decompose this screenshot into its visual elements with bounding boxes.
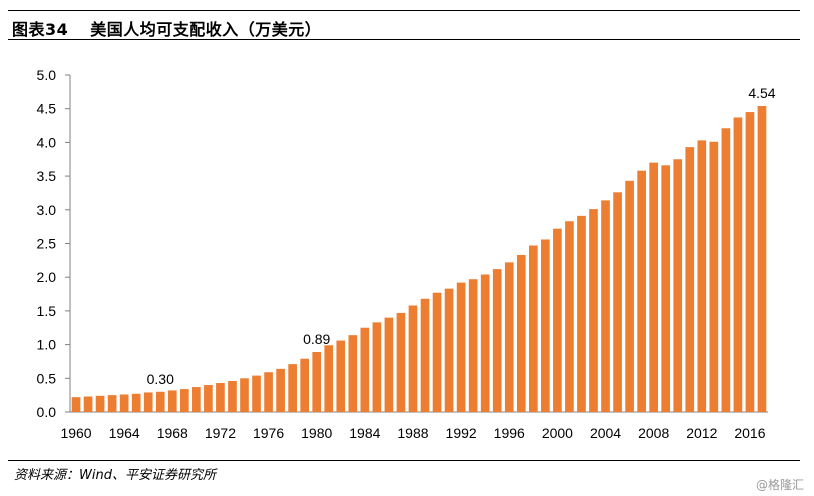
bar-1965 xyxy=(131,393,141,412)
bar-2002 xyxy=(577,215,586,412)
bar-2010 xyxy=(673,159,683,412)
x-tick-label: 1960 xyxy=(60,425,91,441)
y-tick-label: 1.5 xyxy=(37,303,57,319)
bar-1971 xyxy=(204,385,213,412)
bar-1993 xyxy=(468,279,478,412)
bar-1969 xyxy=(180,389,189,412)
bar-1996 xyxy=(504,262,514,412)
bar-2013 xyxy=(709,141,719,412)
bar-1962 xyxy=(95,395,105,412)
bar-2008 xyxy=(649,162,658,412)
bar-1995 xyxy=(492,269,502,412)
x-tick-label: 1976 xyxy=(253,425,284,441)
bar-2009 xyxy=(661,165,671,412)
header-top-rule xyxy=(8,10,800,11)
data-label: 0.30 xyxy=(147,371,174,387)
bar-1994 xyxy=(480,274,490,412)
header-bottom-rule xyxy=(8,39,800,40)
data-label: 4.54 xyxy=(748,85,775,101)
x-tick-label: 1968 xyxy=(157,425,188,441)
bar-1988 xyxy=(408,305,418,412)
bar-1987 xyxy=(396,312,406,412)
bar-1968 xyxy=(167,390,177,412)
y-tick-label: 5.0 xyxy=(37,67,57,83)
bar-1961 xyxy=(83,396,93,412)
y-tick-label: 1.0 xyxy=(37,337,57,353)
bar-1964 xyxy=(119,394,129,412)
y-tick-label: 0.5 xyxy=(37,370,57,386)
bar-1985 xyxy=(372,322,382,412)
y-tick-label: 2.5 xyxy=(37,236,57,252)
y-tick-label: 4.0 xyxy=(37,134,57,150)
x-tick-label: 1980 xyxy=(301,425,332,441)
bar-1992 xyxy=(456,282,466,412)
bar-1983 xyxy=(348,335,358,412)
bar-1974 xyxy=(240,378,249,412)
bar-1997 xyxy=(516,254,526,412)
bar-2011 xyxy=(685,147,695,412)
bar-1979 xyxy=(300,358,309,412)
bar-1960 xyxy=(71,397,81,412)
data-label: 0.89 xyxy=(303,331,330,347)
bar-2006 xyxy=(625,180,634,412)
x-tick-label: 1996 xyxy=(494,425,525,441)
figure-title: 图表34 美国人均可支配收入（万美元） xyxy=(12,16,321,40)
x-tick-label: 1984 xyxy=(349,425,380,441)
bar-chart: 0.0 0.5 1.0 1.5 2.0 2.5 3.0 3.5 4.0 4.5 5.0 1960 196… xyxy=(37,67,776,441)
bar-1991 xyxy=(444,288,454,412)
bar-2014 xyxy=(721,128,731,412)
bar-1972 xyxy=(216,383,225,412)
bar-2016 xyxy=(745,112,755,412)
bar-1970 xyxy=(192,387,201,412)
bar-1978 xyxy=(288,364,297,412)
bar-2003 xyxy=(589,209,598,412)
x-tick-label: 1964 xyxy=(109,425,140,441)
bar-2007 xyxy=(637,170,646,412)
bar-1984 xyxy=(360,327,370,412)
bar-1990 xyxy=(432,292,442,412)
bar-1989 xyxy=(420,298,430,412)
bar-1981 xyxy=(324,345,334,412)
bar-2004 xyxy=(601,200,610,412)
footer-rule xyxy=(8,460,800,461)
bar-1966 xyxy=(143,392,153,412)
x-tick-label: 2004 xyxy=(590,425,621,441)
figure-label: 图表34 xyxy=(12,20,69,39)
bar-2001 xyxy=(565,221,574,412)
y-tick-label: 3.0 xyxy=(37,202,57,218)
x-tick-label: 2012 xyxy=(686,425,717,441)
bar-2017 xyxy=(757,106,767,412)
bar-2000 xyxy=(553,228,562,412)
bar-1998 xyxy=(529,245,538,412)
x-tick-label: 2016 xyxy=(734,425,765,441)
bar-1973 xyxy=(228,381,237,412)
x-tick-label: 1992 xyxy=(446,425,477,441)
x-tick-label: 2008 xyxy=(638,425,669,441)
y-tick-label: 4.5 xyxy=(37,101,57,117)
figure-title-text: 美国人均可支配收入（万美元） xyxy=(90,20,322,39)
bar-1980 xyxy=(312,352,322,412)
x-tick-label: 2000 xyxy=(542,425,573,441)
source-note: 资料来源：Wind、平安证券研究所 xyxy=(14,468,216,483)
bar-1963 xyxy=(107,395,117,412)
bar-2015 xyxy=(733,117,743,413)
y-tick-label: 3.5 xyxy=(37,168,57,184)
bar-2012 xyxy=(697,140,707,412)
bar-1977 xyxy=(276,368,285,412)
bar-2005 xyxy=(613,192,622,412)
y-tick-label: 2.0 xyxy=(37,269,57,285)
bar-1975 xyxy=(252,375,261,412)
bar-1967 xyxy=(155,391,165,412)
chart-area: 0.0 0.5 1.0 1.5 2.0 2.5 3.0 3.5 4.0 4.5 5.0 1960 196… xyxy=(0,40,814,460)
x-tick-label: 1972 xyxy=(205,425,236,441)
bar-1982 xyxy=(336,340,346,412)
bar-1976 xyxy=(264,372,273,412)
bar-1986 xyxy=(384,317,394,412)
x-tick-label: 1988 xyxy=(397,425,428,441)
y-tick-label: 0.0 xyxy=(37,404,57,420)
watermark: @格隆汇 xyxy=(755,478,804,492)
bar-1999 xyxy=(541,239,550,412)
